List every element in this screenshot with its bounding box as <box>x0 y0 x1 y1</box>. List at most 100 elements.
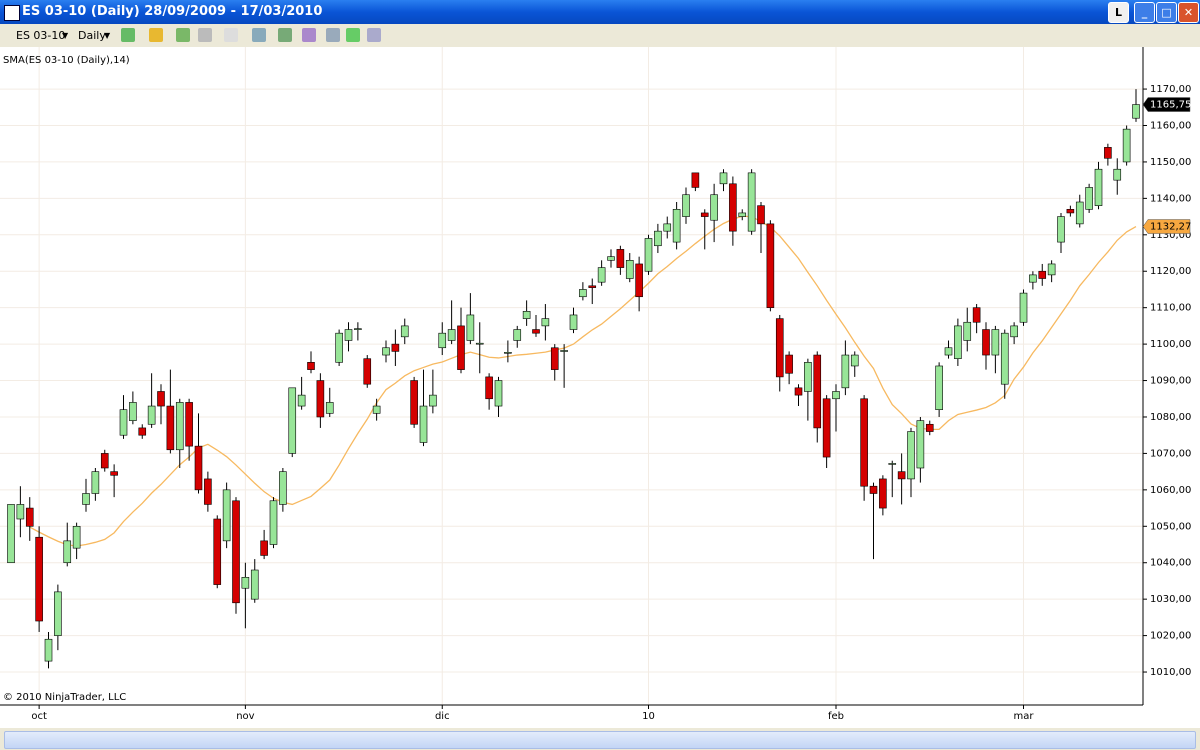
candle-body <box>232 500 240 604</box>
properties-button[interactable] <box>346 28 360 42</box>
interval-select[interactable]: Daily <box>78 29 106 42</box>
candle-body <box>569 314 578 330</box>
candle-body <box>588 285 597 288</box>
candle-body <box>944 347 953 356</box>
chart-style-button[interactable] <box>121 28 135 42</box>
price-tag <box>1142 97 1191 112</box>
cursor-button[interactable] <box>224 28 238 42</box>
maximize-button[interactable]: □ <box>1156 2 1177 23</box>
price-tag <box>1142 219 1191 234</box>
candle-body <box>494 380 503 407</box>
candle-body <box>1047 263 1056 276</box>
toolbar: ES 03-10 ▼ Daily ▼ <box>0 24 1200 48</box>
bars-button[interactable] <box>278 28 292 42</box>
candle-body <box>719 172 728 185</box>
candle-body <box>729 183 737 232</box>
y-tick-label: 1160,00 <box>1150 120 1191 131</box>
candle-body <box>419 405 428 443</box>
scrollbar[interactable] <box>0 728 1200 750</box>
candle-body <box>522 311 531 319</box>
candle-body <box>269 500 278 545</box>
candle-body <box>363 358 372 385</box>
candle-body <box>429 394 437 407</box>
window-title: ES 03-10 (Daily) 28/09/2009 - 17/03/2010 <box>22 4 323 19</box>
candle-body <box>157 391 165 407</box>
candle-body <box>175 402 184 451</box>
candle-body <box>607 256 615 261</box>
candle-body <box>841 354 850 389</box>
y-tick-label: 1040,00 <box>1150 558 1191 569</box>
candle-body <box>813 354 822 429</box>
candle-body <box>241 576 250 589</box>
tool-button[interactable] <box>176 28 190 42</box>
candle-body <box>860 398 868 487</box>
candle-body <box>382 347 390 356</box>
y-tick-label: 1010,00 <box>1150 667 1191 678</box>
candle-body <box>804 362 812 392</box>
candle-body <box>260 540 268 556</box>
x-tick-label: nov <box>236 711 254 722</box>
candle-body <box>1057 216 1065 243</box>
candle-body <box>635 263 643 298</box>
candle-body <box>129 402 137 421</box>
y-tick-label: 1050,00 <box>1150 521 1191 532</box>
candle-body <box>438 332 447 349</box>
y-tick-label: 1020,00 <box>1150 631 1191 642</box>
candle-body <box>616 249 625 268</box>
y-tick-label: 1070,00 <box>1150 448 1191 459</box>
candle-body <box>579 289 587 298</box>
candle-body <box>1019 292 1028 323</box>
x-tick-label: mar <box>1014 711 1035 722</box>
candle-body <box>954 325 962 359</box>
indicator-button[interactable] <box>302 28 316 42</box>
candle-body <box>279 471 287 505</box>
candle-body <box>766 223 775 308</box>
candle-body <box>550 347 559 370</box>
panel-button[interactable] <box>367 28 381 42</box>
candle-body <box>335 332 343 363</box>
x-tick-label: dic <box>435 711 450 722</box>
candle-body <box>44 638 53 662</box>
minimize-button[interactable]: _ <box>1134 2 1155 23</box>
candle-body <box>879 478 887 509</box>
scroll-thumb[interactable] <box>4 731 1196 749</box>
dropdown-arrow[interactable]: ▼ <box>104 31 111 40</box>
candle-body <box>963 321 972 341</box>
candle-body <box>110 471 118 476</box>
candle-body <box>1094 168 1103 206</box>
dropdown-arrow[interactable]: ▼ <box>62 31 69 40</box>
candle-body <box>897 471 906 480</box>
candle-body <box>1038 270 1047 279</box>
candle-body <box>82 493 90 505</box>
link-button[interactable]: L <box>1108 2 1129 23</box>
y-tick-label: 1150,00 <box>1150 157 1191 168</box>
candle-body <box>1029 274 1037 283</box>
candle-body <box>222 489 231 542</box>
candle-body <box>1010 325 1018 338</box>
candle-body <box>400 325 409 338</box>
candle-body <box>475 342 484 345</box>
candle-body <box>325 402 334 414</box>
candle-body <box>410 380 418 425</box>
candle-body <box>391 343 400 352</box>
candle-body <box>457 325 465 370</box>
app-icon <box>4 5 20 21</box>
candle-body <box>560 350 568 352</box>
candle-body <box>447 329 456 341</box>
strategy-button[interactable] <box>326 28 340 42</box>
candle-body <box>147 405 156 425</box>
draw-button[interactable] <box>149 28 163 42</box>
candle-body <box>466 314 475 341</box>
candle-body <box>288 387 297 454</box>
zoom-button[interactable] <box>252 28 266 42</box>
candle-body <box>372 405 381 414</box>
instrument-select[interactable]: ES 03-10 <box>16 29 66 42</box>
candle-body <box>166 405 175 451</box>
candle-body <box>204 478 212 505</box>
candle-body <box>1075 201 1084 225</box>
close-button[interactable]: ✕ <box>1178 2 1199 23</box>
candle-body <box>119 409 128 436</box>
candle-body <box>25 507 34 527</box>
tool-button[interactable] <box>198 28 212 42</box>
candle-body <box>747 172 756 232</box>
